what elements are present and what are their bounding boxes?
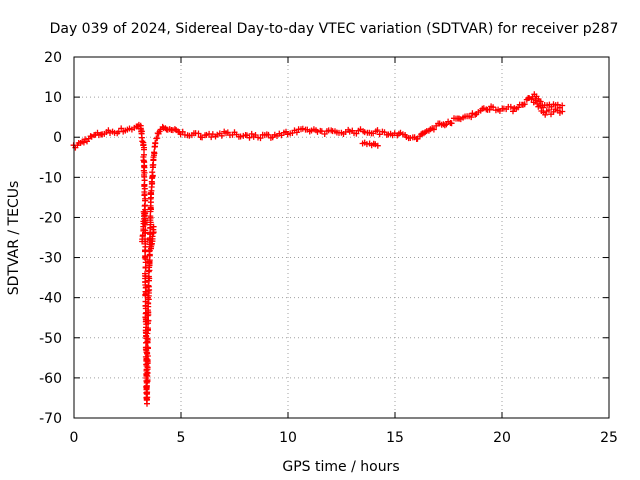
y-tick-label: -70 [39, 411, 62, 427]
data-point [152, 140, 159, 147]
x-axis-label: GPS time / hours [282, 459, 399, 475]
data-point [145, 345, 151, 352]
data-point [218, 132, 225, 139]
data-point [537, 98, 544, 105]
plot-frame [73, 56, 610, 419]
data-point [141, 146, 147, 153]
data-point [144, 349, 151, 356]
y-tick-label: 10 [44, 90, 62, 106]
y-tick-labels: 20 10 0 -10 -20 -30 -40 -50 -60 -70 [39, 50, 62, 427]
x-tick-label: 25 [600, 430, 618, 446]
data-point [87, 133, 94, 140]
data-point [171, 126, 178, 133]
data-point [318, 128, 325, 135]
data-point [559, 108, 566, 115]
y-tick-label: -20 [39, 210, 62, 226]
y-tick-label: -60 [39, 371, 62, 387]
data-point [430, 126, 437, 133]
y-tick-label: 0 [53, 130, 62, 146]
data-point [159, 123, 166, 130]
data-point [195, 130, 202, 137]
data-point [257, 135, 264, 142]
data-point [490, 104, 497, 111]
x-tick-label: 5 [177, 430, 186, 446]
chart-title: Day 039 of 2024, Sidereal Day-to-day VTE… [50, 21, 619, 37]
x-tick-label: 10 [279, 430, 297, 446]
x-tick-label: 20 [493, 430, 511, 446]
data-point [150, 223, 157, 230]
data-point [468, 114, 475, 121]
data-point [532, 97, 539, 104]
data-point [139, 138, 146, 145]
data-point [537, 102, 543, 109]
grid-lines [74, 57, 609, 418]
data-point [507, 103, 514, 110]
x-tick-label: 0 [70, 430, 79, 446]
y-tick-label: -30 [39, 251, 62, 267]
y-tick-label: -10 [39, 170, 62, 186]
x-tick-label: 15 [386, 430, 404, 446]
data-point [151, 150, 158, 157]
data-point [141, 192, 148, 199]
data-point [542, 111, 549, 118]
data-point [521, 101, 528, 108]
data-point [472, 111, 479, 118]
data-point [448, 120, 455, 127]
data-point [418, 131, 425, 138]
y-tick-label: 20 [44, 50, 62, 66]
data-point [145, 300, 152, 307]
axis-ticks [73, 56, 610, 419]
data-point [510, 108, 516, 115]
data-point [374, 127, 381, 134]
data-point [118, 125, 125, 132]
data-point [299, 125, 306, 132]
y-axis-label: SDTVAR / TECUs [6, 181, 22, 296]
data-point [376, 131, 383, 138]
data-point [144, 353, 151, 359]
data-point [546, 107, 552, 113]
data-point [293, 129, 300, 136]
data-point [140, 208, 147, 215]
data-point [80, 139, 87, 146]
data-point [149, 169, 156, 176]
data-point [486, 106, 493, 113]
data-points [70, 91, 566, 407]
x-tick-labels: 0 5 10 15 20 25 [70, 430, 618, 446]
data-point [179, 128, 186, 135]
data-point [361, 129, 368, 136]
data-point [374, 142, 381, 149]
y-tick-label: -50 [39, 331, 62, 347]
data-point [314, 128, 321, 135]
data-point [149, 233, 156, 240]
data-point [246, 134, 253, 141]
data-point [559, 102, 566, 109]
y-tick-label: -40 [39, 291, 62, 307]
